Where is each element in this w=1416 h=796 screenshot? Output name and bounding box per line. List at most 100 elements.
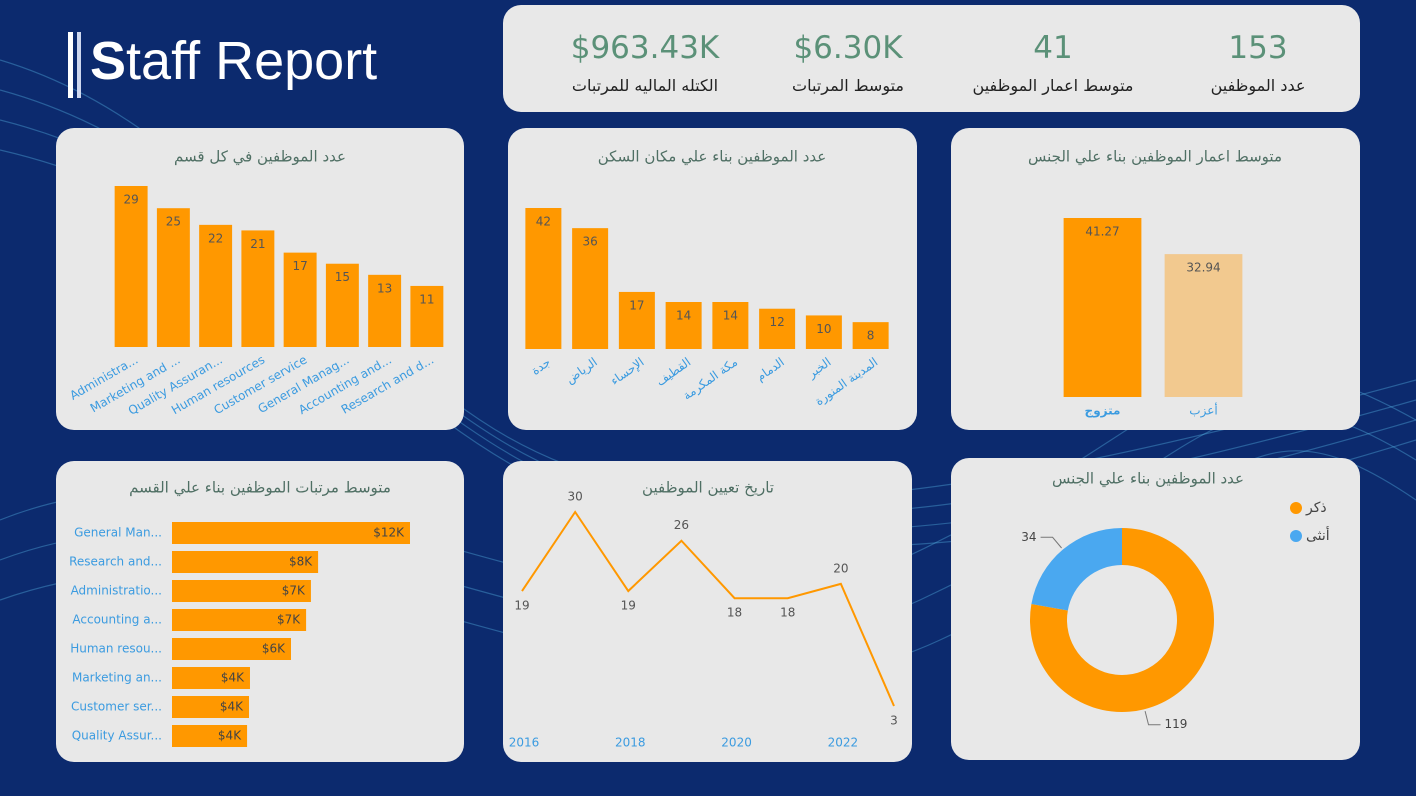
bar (1164, 254, 1243, 397)
chart-title: متوسط مرتبات الموظفين بناء علي القسم (129, 479, 391, 498)
chart-title: عدد الموظفين بناء علي مكان السكن (598, 148, 826, 167)
data-label: 42 (536, 215, 551, 229)
chart-title: عدد الموظفين في كل قسم (174, 148, 346, 167)
donut-slice (1030, 528, 1215, 713)
y-tick-label: Quality Assur... (72, 729, 162, 743)
bar (759, 308, 796, 349)
data-label: 25 (166, 215, 181, 229)
data-label: 26 (674, 518, 689, 532)
data-label: 12 (769, 315, 784, 329)
data-label: 18 (780, 606, 795, 620)
bar (172, 696, 250, 718)
data-label: 14 (723, 309, 738, 323)
bar (172, 522, 410, 544)
x-tick-label: 2018 (615, 736, 646, 750)
line (521, 510, 895, 707)
kpi-label: الكتله الماليه للمرتبات (571, 76, 719, 95)
data-label: $7K (282, 584, 306, 598)
x-tick-label: متزوج (1085, 404, 1121, 419)
x-tick-label: أعزب (1189, 403, 1217, 419)
data-label: $7K (277, 613, 301, 627)
chart-title: متوسط اعمار الموظفين بناء علي الجنس (1028, 148, 1282, 167)
bar (156, 208, 190, 347)
bar (368, 274, 402, 347)
data-label: 22 (208, 231, 223, 245)
y-tick-label: Research and... (69, 555, 162, 569)
donut-slice (1031, 528, 1122, 611)
y-tick-label: Accounting a... (72, 613, 162, 627)
bar (172, 551, 319, 573)
data-label: $8K (289, 555, 313, 569)
data-label: $4K (218, 729, 242, 743)
bar (572, 228, 609, 349)
data-label: 19 (621, 599, 636, 613)
data-label: 10 (816, 322, 831, 336)
data-label: 119 (1165, 717, 1188, 731)
data-label: 34 (1021, 530, 1036, 544)
data-label: 11 (419, 292, 434, 306)
legend-label: ذكر (1305, 500, 1327, 516)
data-label: 3 (890, 714, 898, 728)
x-tick-label: 2022 (828, 736, 859, 750)
data-label: $12K (373, 526, 405, 540)
data-label: 8 (867, 329, 875, 343)
bar (172, 609, 307, 631)
bar (283, 252, 317, 347)
bar (172, 580, 311, 602)
leader-line (1144, 710, 1161, 726)
bar (199, 224, 233, 347)
legend-label: أنثى (1306, 526, 1330, 544)
data-label: 30 (568, 490, 583, 504)
bar (805, 315, 842, 349)
kpi-value: 153 (1228, 30, 1288, 66)
bar (618, 291, 655, 349)
data-label: 32.94 (1186, 261, 1220, 275)
title-accent (68, 32, 73, 98)
bar (172, 667, 250, 689)
chart-title: عدد الموظفين بناء علي الجنس (1052, 470, 1244, 489)
data-label: 36 (582, 235, 597, 249)
data-label: 15 (335, 270, 350, 284)
bar (525, 208, 562, 349)
data-label: 41.27 (1085, 225, 1119, 239)
y-tick-label: Customer ser... (71, 700, 162, 714)
leader-line (1040, 536, 1062, 549)
data-label: 18 (727, 606, 742, 620)
bar (852, 322, 889, 349)
bar (1063, 218, 1142, 397)
kpi-value: $963.43K (570, 30, 720, 66)
bar (172, 638, 291, 660)
kpi-value: 41 (1033, 30, 1073, 66)
data-label: 13 (377, 281, 392, 295)
legend-marker (1290, 502, 1302, 514)
data-label: 20 (833, 561, 848, 575)
bar (325, 263, 359, 347)
data-label: 17 (292, 259, 307, 273)
chart-title: تاريخ تعيين الموظفين (642, 479, 774, 497)
data-label: 17 (629, 298, 644, 312)
data-label: 29 (123, 193, 138, 207)
y-tick-label: Marketing an... (72, 671, 162, 685)
title-accent (77, 32, 81, 98)
kpi-value: $6.30K (793, 30, 903, 66)
data-label: 19 (514, 599, 529, 613)
bar (114, 186, 148, 347)
data-label: $4K (220, 700, 244, 714)
bar (241, 230, 275, 347)
kpi-label: عدد الموظفين (1210, 76, 1306, 95)
y-tick-label: General Man... (74, 526, 162, 540)
x-tick-label: 2016 (509, 736, 540, 750)
kpi-label: متوسط اعمار الموظفين (972, 76, 1134, 95)
data-label: $6K (262, 642, 286, 656)
kpi-label: متوسط المرتبات (792, 76, 904, 95)
x-tick-label: 2020 (721, 736, 752, 750)
page-title: Staff Report (90, 31, 378, 91)
bar (410, 285, 444, 347)
bar (172, 725, 248, 747)
data-label: 14 (676, 309, 691, 323)
bar (712, 302, 749, 349)
data-label: $4K (221, 671, 245, 685)
bar (665, 302, 702, 349)
